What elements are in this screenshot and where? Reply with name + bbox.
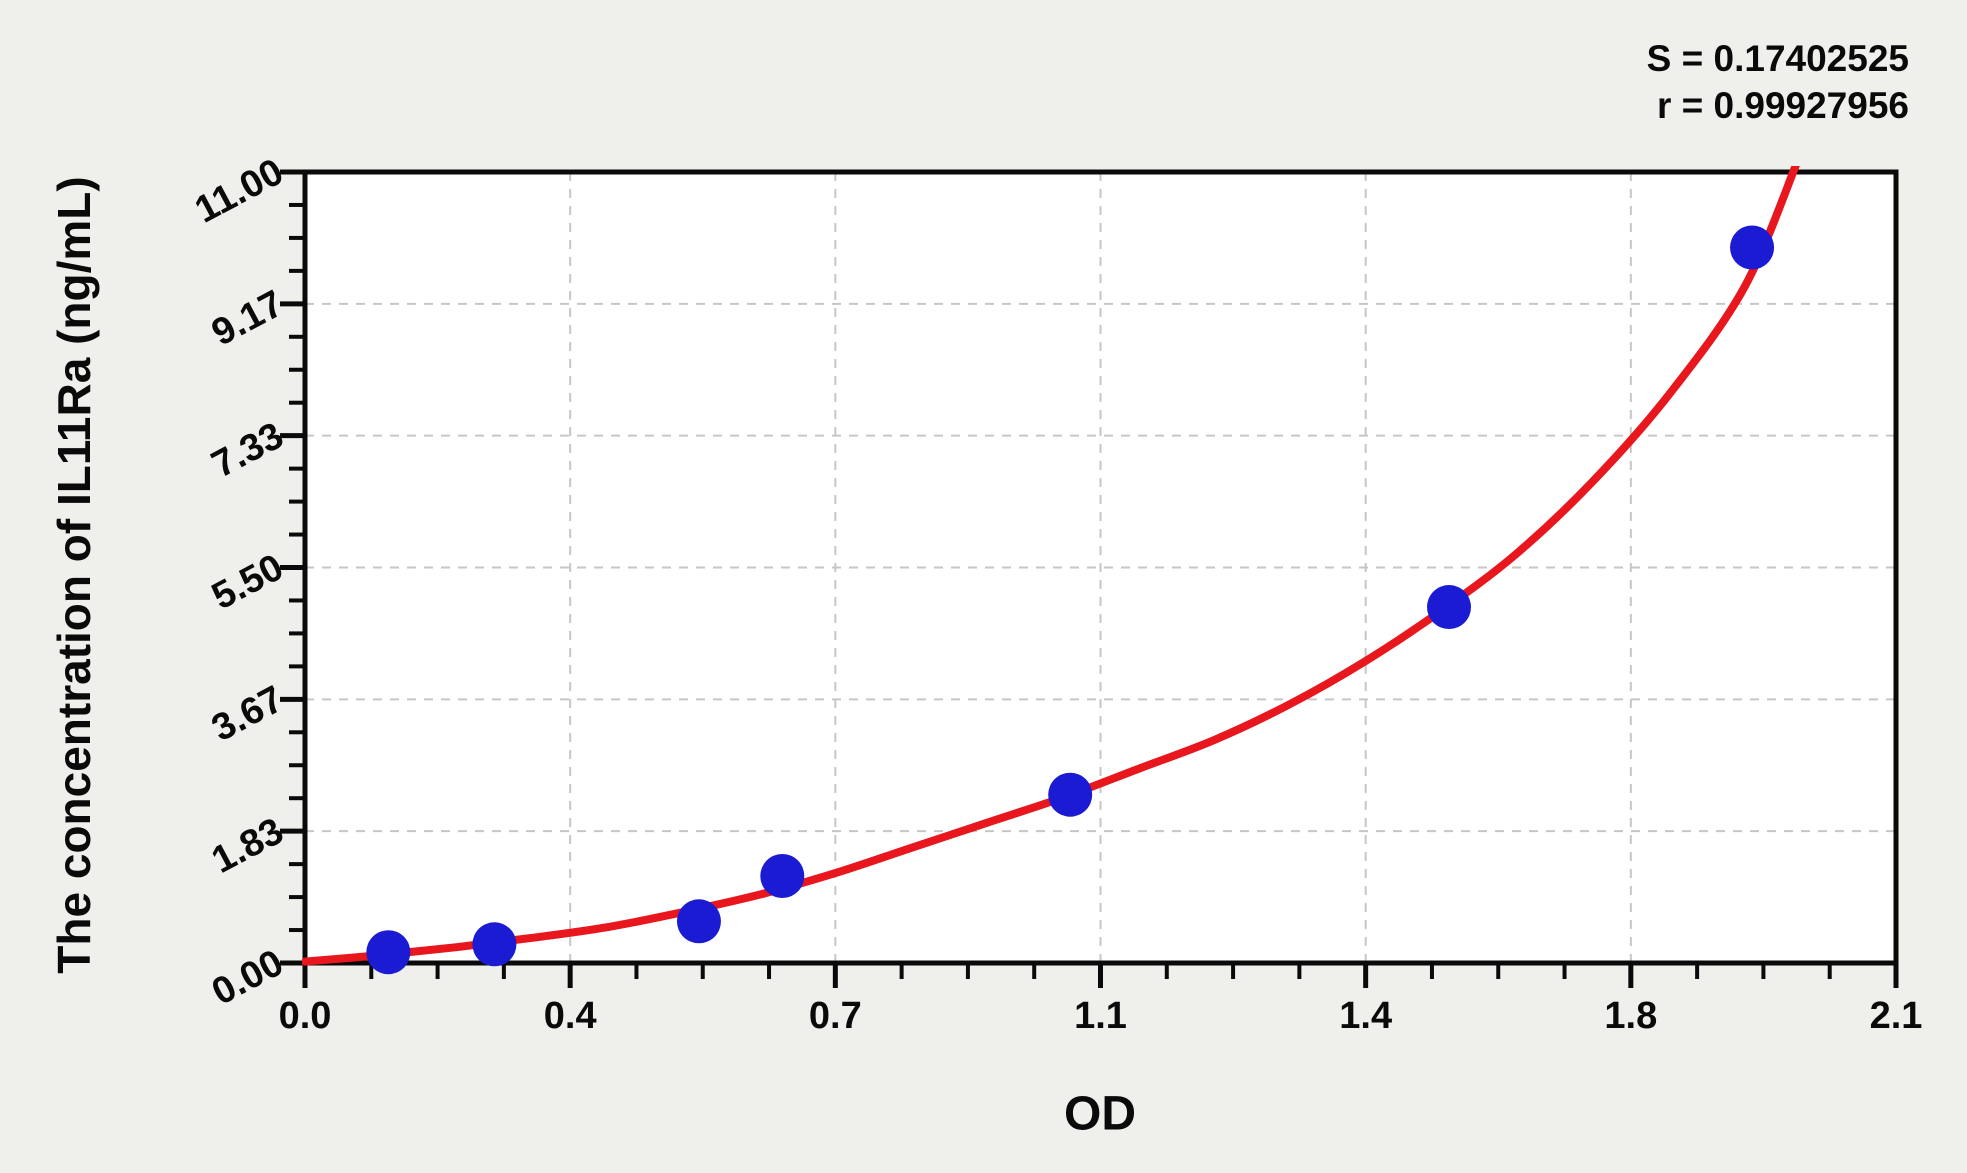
stats-r-value: r = 0.99927956 [1656,84,1909,126]
x-tick-label: 2.1 [1870,995,1923,1037]
x-tick-label: 0.7 [809,995,862,1037]
x-tick-label: 1.4 [1339,995,1392,1037]
x-tick-label: 1.1 [1074,995,1127,1037]
data-point [676,899,721,944]
data-point [1730,225,1775,270]
plot-border [302,169,1899,966]
y-tick-label: 9.17 [205,283,290,355]
data-point [366,930,411,975]
x-axis-title: OD [1064,1087,1136,1141]
data-point [1048,772,1093,817]
y-tick-label: 5.50 [205,546,290,618]
data-point [760,853,805,898]
y-tick-label: 0.00 [205,942,290,1014]
y-tick-label: 3.67 [205,678,290,750]
fit-curve [302,166,1800,966]
stats-annotation: S = 0.17402525 r = 0.99927956 [1647,36,1909,129]
data-point [1427,585,1472,630]
x-tick-label: 0.0 [279,995,332,1037]
y-tick-label: 11.00 [188,151,290,232]
y-tick-label: 1.83 [205,810,290,882]
y-tick-label: 7.33 [205,415,290,487]
x-tick-label: 0.4 [544,995,597,1037]
data-point [472,922,517,967]
x-tick-label: 1.8 [1604,995,1657,1037]
stats-s-value: S = 0.17402525 [1646,38,1909,79]
